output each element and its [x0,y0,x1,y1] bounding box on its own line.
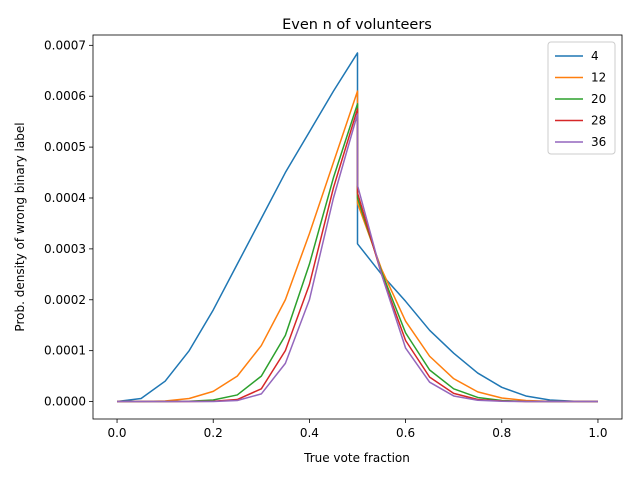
y-axis-label: Prob. density of wrong binary label [13,122,27,331]
legend: 4 12 20 28 36 [547,41,616,155]
x-tick-label: 0.6 [396,426,415,440]
legend-label-36: 36 [591,135,606,149]
legend-label-28: 28 [591,114,606,128]
legend-box [547,41,616,155]
axes-frame [92,34,623,420]
y-tick-label: 0.0001 [44,344,86,358]
y-tick-label: 0.0004 [44,191,86,205]
series-line-36 [117,113,598,403]
y-tick-label: 0.0003 [44,242,86,256]
x-axis-label: True vote fraction [303,451,410,465]
plot-area: 0.0 0.2 0.4 0.6 0.8 1.0 0.0000 0.0001 0.0002 0.00… [44,34,623,440]
y-tick-label: 0.0000 [44,395,86,409]
chart-title: Even n of volunteers [282,17,432,33]
y-tick-label: 0.0002 [44,293,86,307]
x-tick-label: 1.0 [588,426,607,440]
legend-label-12: 12 [591,71,606,85]
legend-label-4: 4 [591,49,599,63]
legend-label-20: 20 [591,92,606,106]
x-tick-label: 0.0 [107,426,126,440]
y-tick-label: 0.0006 [44,89,86,103]
x-tick-label: 0.4 [300,426,319,440]
y-tick-label: 0.0005 [44,140,86,154]
y-tick-label: 0.0007 [44,38,86,52]
x-tick-label: 0.2 [204,426,223,440]
x-tick-label: 0.8 [492,426,511,440]
